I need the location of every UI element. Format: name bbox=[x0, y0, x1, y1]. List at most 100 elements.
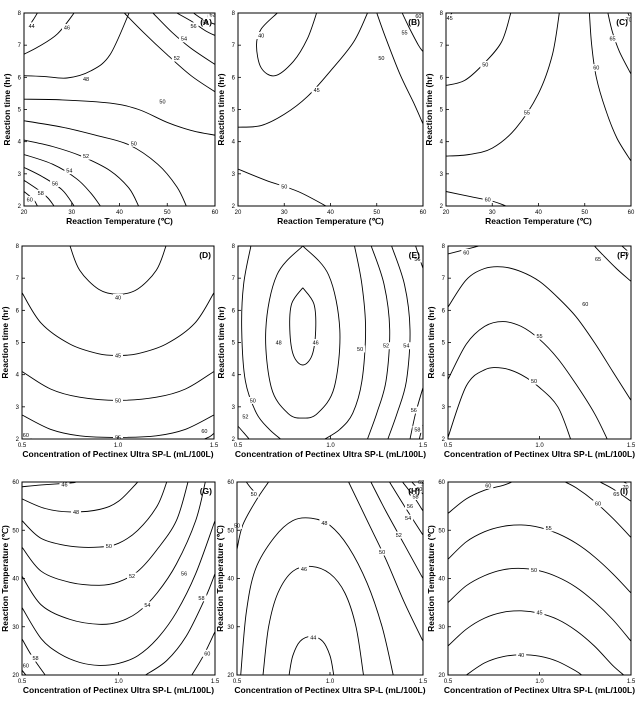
contour-label: 50 bbox=[281, 185, 287, 191]
x-tick-label: 60 bbox=[420, 210, 427, 216]
y-tick-label: 3 bbox=[18, 172, 22, 178]
contour-label: 55 bbox=[536, 334, 542, 340]
x-tick-label: 1.5 bbox=[627, 679, 636, 685]
contour-line-44 bbox=[288, 635, 335, 675]
x-tick-label: 50 bbox=[164, 210, 171, 216]
y-tick-label: 3 bbox=[232, 172, 236, 178]
contour-line-50 bbox=[348, 482, 423, 642]
y-tick-label: 2 bbox=[232, 204, 236, 210]
y-tick-label: 7 bbox=[442, 276, 446, 282]
contour-label: 56 bbox=[181, 572, 187, 578]
contour-label: 46 bbox=[301, 567, 307, 573]
contour-label: 40 bbox=[518, 653, 524, 659]
plot-frame bbox=[236, 481, 424, 676]
contour-line-45 bbox=[22, 292, 214, 356]
x-axis-title: Concentration of Pectinex Ultra SP-L (mL… bbox=[234, 685, 425, 695]
contour-label: 50 bbox=[482, 62, 488, 68]
y-tick-label: 6 bbox=[440, 75, 444, 81]
y-tick-label: 4 bbox=[232, 140, 236, 146]
contour-line-50 bbox=[24, 120, 187, 206]
contour-label: 60 bbox=[463, 250, 469, 256]
contour-line-48 bbox=[22, 482, 139, 513]
contour-line-50 bbox=[448, 367, 572, 439]
contour-line-52 bbox=[238, 425, 250, 439]
x-tick-label: 1.0 bbox=[535, 443, 544, 449]
contour-line-45 bbox=[448, 610, 624, 675]
contour-label: 52 bbox=[383, 344, 389, 350]
y-tick-label: 30 bbox=[227, 625, 234, 631]
y-tick-label: 5 bbox=[16, 341, 20, 347]
x-tick-label: 60 bbox=[212, 210, 219, 216]
contour-label: 52 bbox=[83, 154, 89, 160]
contour-label: 54 bbox=[403, 344, 409, 350]
panel-label: (A) bbox=[200, 17, 212, 27]
x-tick-label: 30 bbox=[68, 210, 75, 216]
contour-label: 48 bbox=[73, 510, 79, 516]
y-axis-title: Reaction time (hr) bbox=[426, 306, 436, 378]
contour-label: 50 bbox=[106, 544, 112, 550]
contour-label: 50 bbox=[379, 550, 385, 556]
contour-label: 48 bbox=[83, 77, 89, 83]
plot-frame bbox=[447, 245, 632, 440]
y-tick-label: 6 bbox=[18, 75, 22, 81]
contour-line-60 bbox=[448, 482, 513, 514]
contour-label: 58 bbox=[32, 656, 38, 662]
contour-line-40 bbox=[466, 654, 582, 675]
contour-label: 48 bbox=[276, 341, 282, 347]
contour-label: 50 bbox=[115, 398, 121, 404]
y-tick-label: 20 bbox=[438, 673, 445, 679]
x-tick-label: 50 bbox=[581, 210, 588, 216]
y-axis-title: Reaction Temperature (℃) bbox=[426, 525, 436, 632]
panel-label: (E) bbox=[409, 250, 421, 260]
contour-label: 55 bbox=[546, 526, 552, 532]
contour-label: 56 bbox=[407, 504, 413, 510]
y-tick-label: 4 bbox=[16, 373, 20, 379]
y-tick-label: 4 bbox=[440, 140, 444, 146]
contour-label: 60 bbox=[593, 66, 599, 72]
contour-line-65 bbox=[599, 482, 631, 502]
contour-label: 52 bbox=[129, 574, 135, 580]
y-tick-label: 5 bbox=[232, 108, 236, 114]
y-tick-label: 20 bbox=[227, 673, 234, 679]
contour-line-45 bbox=[238, 13, 368, 128]
x-axis-title: Reaction Temperature (℃) bbox=[485, 216, 592, 226]
contour-label: 60 bbox=[595, 502, 601, 508]
x-tick-label: 30 bbox=[281, 210, 288, 216]
contour-label: 62 bbox=[210, 13, 216, 19]
contour-lines bbox=[22, 246, 214, 439]
contour-label: 44 bbox=[29, 24, 35, 30]
contour-line-40 bbox=[69, 246, 167, 295]
contour-label: 58 bbox=[414, 427, 420, 433]
y-tick-label: 7 bbox=[232, 276, 236, 282]
contour-label: 50 bbox=[531, 568, 537, 574]
contour-line-50 bbox=[24, 98, 215, 136]
x-tick-label: 0.5 bbox=[18, 443, 27, 449]
x-tick-label: 0.5 bbox=[18, 679, 27, 685]
contour-label: 46 bbox=[61, 482, 67, 488]
x-axis-title: Concentration of Pectinex Ultra SP-L (mL… bbox=[23, 685, 214, 695]
y-axis-title: Reaction time (hr) bbox=[424, 73, 434, 145]
y-tick-label: 4 bbox=[18, 140, 22, 146]
contour-label: 55 bbox=[524, 111, 530, 117]
contour-label: 70 bbox=[622, 485, 628, 491]
panel-f: 60 65 70 60 55 50 0.5 1.0 1.5 2 3 4 5 6 7 8 Concentratio… bbox=[426, 244, 636, 459]
y-tick-label: 50 bbox=[12, 528, 19, 534]
x-tick-label: 1.5 bbox=[210, 443, 219, 449]
y-tick-label: 8 bbox=[18, 11, 22, 17]
contour-line-60 bbox=[204, 432, 214, 439]
y-tick-label: 40 bbox=[438, 577, 445, 583]
contour-lines bbox=[448, 246, 631, 439]
panel-a: 4446485052545658606250525456586020304050… bbox=[2, 11, 219, 226]
contour-label: 65 bbox=[609, 37, 615, 43]
contour-label: 56 bbox=[411, 408, 417, 414]
contour-line-60 bbox=[448, 266, 631, 401]
x-tick-label: 40 bbox=[116, 210, 123, 216]
panel-d: 4045505560600.51.01.52345678Concentratio… bbox=[0, 244, 219, 459]
contour-lines bbox=[237, 482, 423, 675]
contour-line-50 bbox=[241, 246, 281, 439]
contour-label: 45 bbox=[115, 353, 121, 359]
contour-line-58 bbox=[145, 573, 215, 675]
contour-label: 52 bbox=[396, 533, 402, 539]
